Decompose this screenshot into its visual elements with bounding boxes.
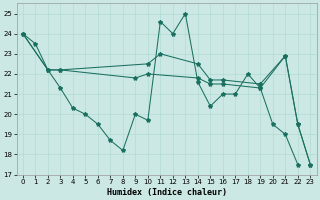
X-axis label: Humidex (Indice chaleur): Humidex (Indice chaleur) (107, 188, 227, 197)
